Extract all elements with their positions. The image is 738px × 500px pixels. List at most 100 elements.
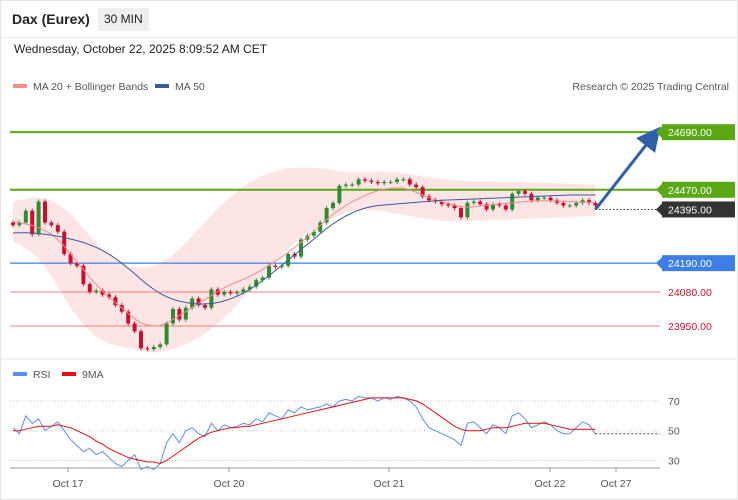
rsi-tick-label: 30 xyxy=(668,456,680,468)
candle-body-up xyxy=(158,344,163,347)
ma50-legend-label: MA 50 xyxy=(175,81,205,93)
candle-body-up xyxy=(395,179,399,182)
candle-body-down xyxy=(561,202,566,206)
candle-body-up xyxy=(279,265,284,268)
level-label-pointer xyxy=(656,126,662,139)
candle-body-down xyxy=(196,298,201,306)
level-label-text: 23950.00 xyxy=(668,321,712,333)
candle-body-down xyxy=(273,265,278,268)
candle-body-down xyxy=(203,305,207,308)
candle-body-up xyxy=(331,202,335,209)
candle-body-up xyxy=(171,309,175,324)
candle-body-up xyxy=(222,291,227,295)
ma20-legend-swatch xyxy=(13,84,27,88)
x-axis-label: Oct 17 xyxy=(53,478,84,490)
candle-body-up xyxy=(337,185,342,203)
level-label-box xyxy=(662,255,735,272)
candle-body-down xyxy=(523,191,527,194)
rsi-legend-swatch xyxy=(13,372,27,376)
candle-body-up xyxy=(516,191,521,194)
candle-body-down xyxy=(139,331,143,349)
candle-body-down xyxy=(107,294,111,298)
rsi-tick-label: 70 xyxy=(668,396,680,408)
candle-body-down xyxy=(68,253,73,264)
candle-body-down xyxy=(593,202,598,206)
candle-body-down xyxy=(55,225,60,232)
candle-body-up xyxy=(388,181,393,183)
candle-body-down xyxy=(587,200,591,203)
candle-body-down xyxy=(369,180,374,182)
candle-body-down xyxy=(132,323,137,332)
candle-body-up xyxy=(382,181,387,184)
candle-body-up xyxy=(254,280,259,287)
candle-body-down xyxy=(43,201,47,223)
candle-body-up xyxy=(94,290,99,292)
instrument-title: Dax (Eurex) xyxy=(12,11,90,27)
candle-body-up xyxy=(151,346,156,350)
rsi-line xyxy=(12,395,596,471)
candle-body-up xyxy=(247,286,252,290)
ma20-legend-label: MA 20 + Bollinger Bands xyxy=(33,81,148,93)
level-label-pointer xyxy=(656,203,662,216)
rsi-tick-labels: 70 50 30 xyxy=(668,396,680,468)
candle-body-up xyxy=(356,179,361,185)
candle-body-down xyxy=(478,201,483,205)
candle-body-down xyxy=(363,179,367,181)
level-label-text: 24395.00 xyxy=(668,204,712,216)
candle-body-down xyxy=(497,204,502,206)
level-label-text: 24470.00 xyxy=(668,185,712,197)
level-label-box xyxy=(662,201,735,218)
candle-body-up xyxy=(235,291,239,294)
timeframe-badge[interactable]: 30 MIN xyxy=(98,8,149,31)
candle-body-down xyxy=(407,179,412,185)
candle-body-up xyxy=(36,201,41,235)
candle-body-down xyxy=(177,309,182,320)
chart-datetime: Wednesday, October 22, 2025 8:09:52 AM C… xyxy=(14,42,268,56)
candle-body-down xyxy=(11,222,15,226)
level-label-text: 24690.00 xyxy=(668,127,712,139)
candle-body-down xyxy=(420,187,425,197)
candle-body-up xyxy=(183,307,188,320)
candle-body-down xyxy=(49,222,54,226)
candle-body-down xyxy=(414,184,419,188)
rsi-plot-area xyxy=(10,395,660,471)
level-label-box xyxy=(662,181,735,198)
ma50-legend-swatch xyxy=(155,84,169,88)
candle-body-up xyxy=(241,289,246,292)
rsi-grid xyxy=(10,400,660,462)
rsi-ma-legend-label: 9MA xyxy=(82,369,104,381)
x-axis: Oct 17 Oct 20 Oct 21 Oct 22 Oct 27 xyxy=(53,468,632,490)
price-plot-area xyxy=(10,131,660,353)
candle-body-down xyxy=(100,290,105,295)
candle-body-up xyxy=(164,323,169,345)
candle-body-down xyxy=(81,265,86,285)
bollinger-band-area xyxy=(13,167,596,353)
candle-body-up xyxy=(510,193,515,210)
candle-body-down xyxy=(375,181,380,184)
candle-body-down xyxy=(228,291,233,294)
candle-body-down xyxy=(87,284,92,292)
candle-body-down xyxy=(75,263,79,266)
candle-body-up xyxy=(267,265,271,278)
rsi-legend-label: RSI xyxy=(33,369,51,381)
ma50-line xyxy=(12,194,596,305)
candle-body-up xyxy=(580,200,585,203)
candle-body-up xyxy=(324,208,329,223)
candle-body-down xyxy=(145,348,150,350)
level-lines xyxy=(10,131,660,327)
candle-body-down xyxy=(427,196,431,201)
candle-body-down xyxy=(30,210,35,235)
candle-body-up xyxy=(401,179,406,181)
candle-body-down xyxy=(62,231,67,254)
candle-body-up xyxy=(350,184,355,186)
rsi-ma-line xyxy=(13,397,596,465)
candle-body-up xyxy=(535,197,540,201)
x-axis-label: Oct 27 xyxy=(601,478,632,490)
level-labels: 24690.00 24470.00 24395.00 24190.00 24080.00… xyxy=(656,124,735,333)
x-axis-label: Oct 21 xyxy=(374,478,405,490)
candle-body-up xyxy=(567,205,572,207)
level-label-text: 24190.00 xyxy=(668,258,712,270)
candle-body-up xyxy=(465,202,470,218)
projection-arrow xyxy=(594,126,661,211)
